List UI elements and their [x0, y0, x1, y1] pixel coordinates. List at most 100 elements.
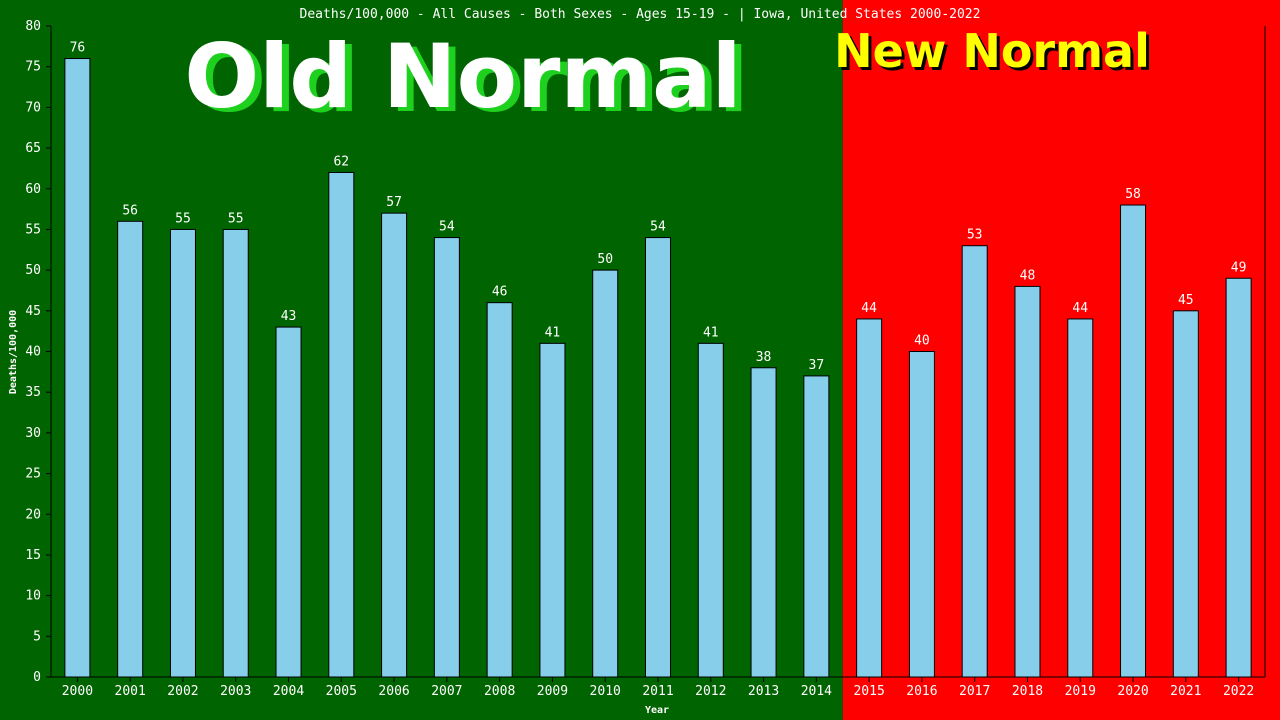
data-label: 41 [703, 325, 719, 340]
y-tick-label: 0 [33, 670, 41, 685]
x-tick-label: 2003 [220, 684, 251, 699]
y-tick-label: 25 [25, 467, 41, 482]
bar [381, 212, 408, 678]
bar [486, 302, 513, 678]
bar [1225, 277, 1252, 678]
y-tick-label: 55 [25, 222, 41, 237]
x-tick-label: 2019 [1065, 684, 1096, 699]
data-label: 45 [1178, 293, 1194, 308]
x-tick-label: 2002 [167, 684, 198, 699]
y-tick-label: 80 [25, 19, 41, 34]
bar [117, 220, 144, 678]
data-label: 43 [281, 309, 297, 324]
y-tick-label: 30 [25, 426, 41, 441]
x-tick-label: 2011 [642, 684, 673, 699]
data-label: 50 [597, 252, 613, 267]
x-tick-label: 2013 [748, 684, 779, 699]
bar [1014, 285, 1041, 678]
data-label: 56 [122, 203, 138, 218]
bar [750, 367, 777, 678]
data-label: 44 [861, 301, 877, 316]
data-label: 49 [1231, 260, 1247, 275]
y-tick-label: 75 [25, 60, 41, 75]
y-tick-label: 20 [25, 507, 41, 522]
data-label: 58 [1125, 187, 1141, 202]
bar [275, 326, 302, 678]
x-axis-label: Year [645, 705, 669, 716]
bar [856, 318, 883, 678]
x-tick-label: 2001 [115, 684, 146, 699]
bar [961, 245, 988, 678]
bar [1172, 310, 1199, 678]
data-labels: 76 56 55 55 43 62 57 54 46 41 50 54 41 38 37 44 40 53 48 44… [70, 41, 1247, 373]
y-tick-label: 50 [25, 263, 41, 278]
bar [908, 351, 935, 678]
y-tick-label: 60 [25, 182, 41, 197]
region-background [842, 0, 1280, 720]
y-tick-label: 35 [25, 385, 41, 400]
bar [645, 237, 671, 678]
chart-title: Deaths/100,000 - All Causes - Both Sexes… [300, 7, 981, 22]
data-label: 53 [967, 228, 983, 243]
bar [1067, 318, 1094, 678]
bar [539, 342, 566, 678]
data-label: 76 [70, 41, 86, 56]
x-tick-label: 2010 [590, 684, 621, 699]
x-tick-label: 2004 [273, 684, 304, 699]
region-label-old-shadow: Old Normal [191, 29, 748, 132]
x-tick-label: 2014 [801, 684, 832, 699]
x-tick-label: 2008 [484, 684, 515, 699]
x-tick-label: 2007 [431, 684, 462, 699]
region-label-new: New Normal [834, 24, 1150, 78]
data-label: 62 [333, 154, 349, 169]
data-label: 57 [386, 195, 402, 210]
y-tick-label: 70 [25, 100, 41, 115]
x-tick-label: 2006 [378, 684, 409, 699]
bar [169, 228, 196, 678]
data-label: 37 [809, 358, 825, 373]
bars [64, 58, 1252, 678]
x-tick-label: 2017 [959, 684, 990, 699]
data-label: 54 [439, 220, 455, 235]
x-tick-label: 2012 [695, 684, 726, 699]
data-label: 54 [650, 220, 666, 235]
y-tick-label: 5 [33, 629, 41, 644]
region-label-old: Old Normal [184, 25, 741, 128]
axes: 0 5 10 15 20 25 30 35 40 45 50 55 60 65 70 75 80 2000 2001… [25, 19, 1266, 699]
bar [697, 342, 724, 678]
bar [1120, 204, 1147, 678]
x-tick-label: 2020 [1117, 684, 1148, 699]
bar [433, 237, 460, 678]
x-tick-label: 2021 [1170, 684, 1201, 699]
y-tick-label: 10 [25, 589, 41, 604]
y-axis-label: Deaths/100,000 [8, 310, 19, 394]
bar [222, 228, 249, 678]
y-tick-label: 65 [25, 141, 41, 156]
data-label: 55 [175, 211, 191, 226]
bar [64, 58, 91, 678]
data-label: 40 [914, 334, 930, 349]
y-tick-label: 40 [25, 345, 41, 360]
x-tick-label: 2016 [906, 684, 937, 699]
y-tick-label: 45 [25, 304, 41, 319]
x-tick-label: 2005 [326, 684, 357, 699]
bar [803, 375, 830, 678]
y-tick-label: 15 [25, 548, 41, 563]
bar [328, 171, 355, 678]
data-label: 44 [1072, 301, 1088, 316]
data-label: 41 [545, 325, 561, 340]
x-tick-label: 2022 [1223, 684, 1254, 699]
bar [592, 269, 619, 678]
data-label: 38 [756, 350, 772, 365]
data-label: 46 [492, 285, 508, 300]
region-label-new-shadow: New Normal [837, 27, 1153, 81]
x-tick-label: 2015 [853, 684, 884, 699]
x-tick-label: 2009 [537, 684, 568, 699]
data-label: 48 [1020, 268, 1036, 283]
x-tick-label: 2018 [1012, 684, 1043, 699]
data-label: 55 [228, 211, 244, 226]
x-tick-label: 2000 [62, 684, 93, 699]
